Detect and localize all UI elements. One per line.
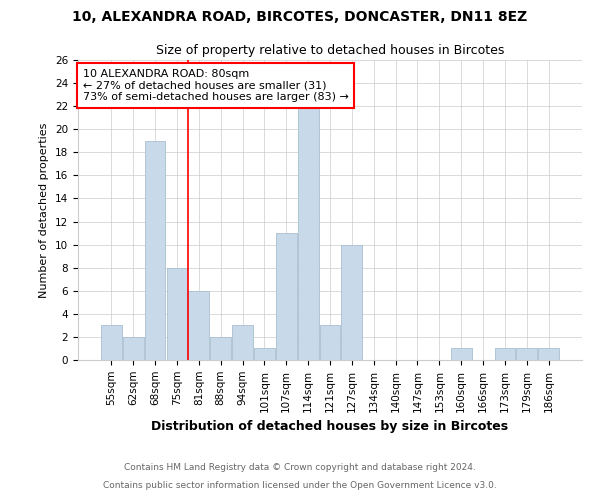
- Bar: [517, 348, 537, 360]
- Bar: [320, 326, 340, 360]
- Title: Size of property relative to detached houses in Bircotes: Size of property relative to detached ho…: [156, 44, 504, 58]
- Text: Contains HM Land Registry data © Crown copyright and database right 2024.: Contains HM Land Registry data © Crown c…: [124, 464, 476, 472]
- Bar: [494, 348, 515, 360]
- Text: 10 ALEXANDRA ROAD: 80sqm
← 27% of detached houses are smaller (31)
73% of semi-d: 10 ALEXANDRA ROAD: 80sqm ← 27% of detach…: [83, 69, 349, 102]
- Bar: [188, 291, 209, 360]
- Bar: [123, 337, 143, 360]
- Y-axis label: Number of detached properties: Number of detached properties: [40, 122, 49, 298]
- X-axis label: Distribution of detached houses by size in Bircotes: Distribution of detached houses by size …: [151, 420, 509, 433]
- Text: 10, ALEXANDRA ROAD, BIRCOTES, DONCASTER, DN11 8EZ: 10, ALEXANDRA ROAD, BIRCOTES, DONCASTER,…: [73, 10, 527, 24]
- Bar: [298, 106, 319, 360]
- Bar: [341, 244, 362, 360]
- Bar: [276, 233, 296, 360]
- Bar: [210, 337, 231, 360]
- Bar: [451, 348, 472, 360]
- Bar: [167, 268, 187, 360]
- Bar: [538, 348, 559, 360]
- Bar: [145, 141, 166, 360]
- Bar: [232, 326, 253, 360]
- Bar: [101, 326, 122, 360]
- Bar: [254, 348, 275, 360]
- Text: Contains public sector information licensed under the Open Government Licence v3: Contains public sector information licen…: [103, 481, 497, 490]
